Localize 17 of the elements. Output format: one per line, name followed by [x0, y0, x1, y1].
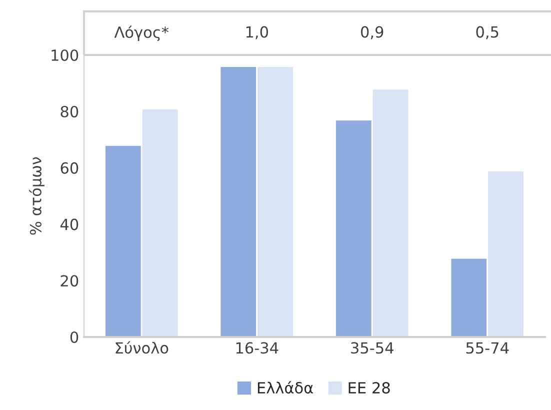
y-tick-label: 100: [52, 49, 78, 62]
y-axis-title: % ατόμων: [29, 157, 44, 235]
text: 0,5: [476, 26, 498, 40]
y-tick-label: 60: [60, 162, 78, 174]
text: 1,0: [246, 26, 268, 40]
y-tick-label: 20: [60, 275, 78, 287]
y-tick-label: 40: [60, 218, 78, 230]
legend-label: Ελλάδα: [258, 381, 313, 394]
text: 0,9: [360, 26, 384, 40]
x-tick-label: Σύνολο: [116, 341, 168, 354]
y-tick-label: 80: [60, 106, 78, 118]
legend-label: ΕΕ 28: [348, 382, 390, 394]
x-tick-label: 16-34: [236, 342, 278, 354]
y-tick-label: 0: [70, 331, 78, 344]
x-tick-label: 55-74: [466, 342, 509, 354]
x-tick-label: 35-54: [351, 342, 394, 354]
text: Λόγος*: [114, 26, 169, 41]
